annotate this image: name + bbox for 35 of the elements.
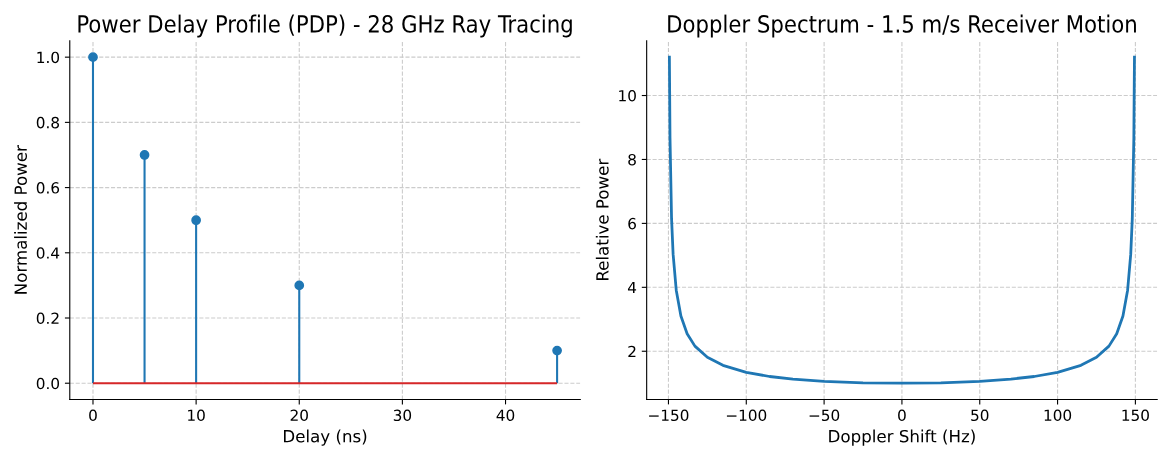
y-tick-label: 6 [628,217,636,230]
y-tick-label: 0.2 [36,312,59,325]
x-tick-label: −100 [726,409,767,422]
y-axis-title: Relative Power [595,158,609,280]
point [139,150,150,160]
point [191,215,201,226]
y-tick-label: 2 [628,345,636,358]
x-tick-label: 30 [393,409,412,422]
x-tick-label: 40 [496,409,515,422]
y-tick-label: 0.6 [36,182,60,194]
y-tick-label: 4 [627,281,637,294]
x-tick-label: 50 [971,409,989,422]
x-tick-label: 0 [89,409,97,422]
y-tick-label: 0.0 [36,377,60,390]
x-tick-label: 20 [290,409,308,422]
point [552,345,562,356]
chart-title: Doppler Spectrum - 1.5 m/s Receiver Motion [668,14,1136,38]
y-tick-label: 10 [619,89,636,102]
x-tick-label: 10 [188,409,205,422]
x-tick-label: −150 [649,409,689,422]
x-tick-label: −50 [809,409,840,422]
y-tick-label: 1.0 [37,51,60,64]
line-series [668,55,1136,385]
x-tick-label: 150 [1122,409,1149,422]
x-tick-label: 0 [898,409,906,422]
y-axis-title: Normalized Power [14,145,27,294]
y-tick-label: 0.8 [36,116,60,129]
y-tick-label: 0.4 [36,247,60,259]
y-tick-label: 8 [628,153,636,166]
x-tick-label: 100 [1044,409,1072,422]
x-axis-title: Doppler Shift (Hz) [829,429,975,446]
chart-title: Power Delay Profile (PDP) - 28 GHz Ray Tracing [78,14,572,38]
x-axis-title: Delay (ns) [284,429,367,446]
point [294,280,305,291]
point [88,52,98,63]
